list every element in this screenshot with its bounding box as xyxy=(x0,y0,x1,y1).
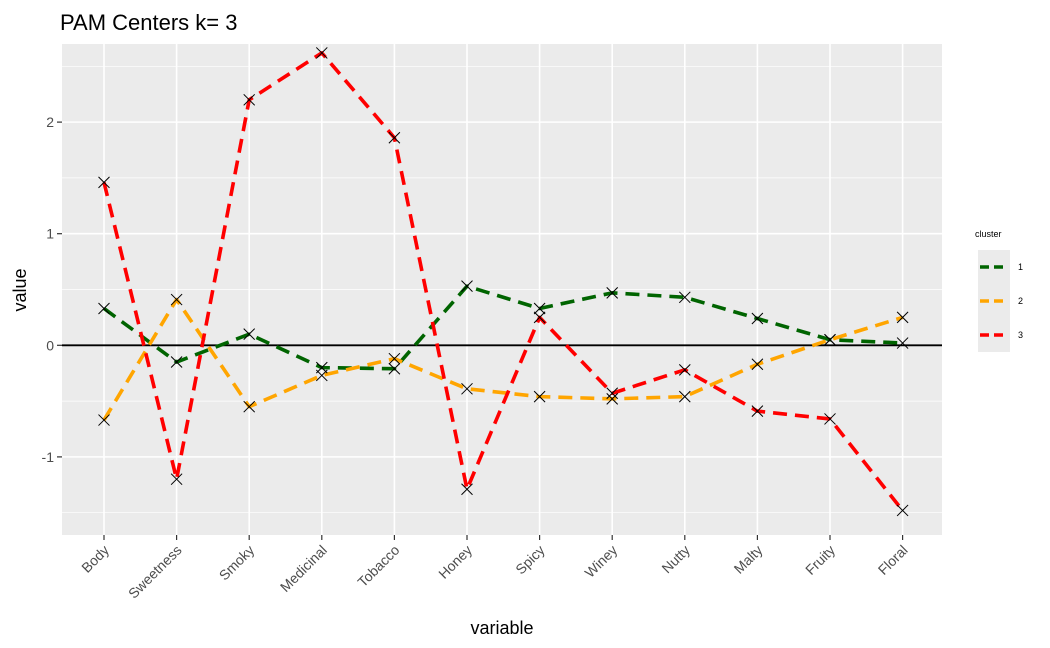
point-cluster-3-floral xyxy=(896,504,909,517)
point-cluster-1-body xyxy=(98,302,110,315)
legend-label-3: 3 xyxy=(1018,330,1023,340)
y-tick-label: -1 xyxy=(42,449,55,465)
x-tick-label: Tobacco xyxy=(354,542,402,590)
point-cluster-2-sweetness xyxy=(170,293,183,306)
point-cluster-2-spicy xyxy=(533,390,546,403)
point-cluster-1-winey xyxy=(606,286,619,299)
minor-grid xyxy=(62,65,942,514)
series-points xyxy=(98,47,909,517)
series-line-3 xyxy=(102,51,905,512)
y-tick-label: 0 xyxy=(46,337,54,353)
x-axis-title: variable xyxy=(470,618,533,638)
point-cluster-2-medicinal xyxy=(315,369,328,382)
x-tick-label: Nutty xyxy=(658,542,692,576)
point-cluster-2-nutty xyxy=(678,390,691,403)
legend-title: cluster xyxy=(975,229,1002,239)
point-cluster-2-body xyxy=(98,414,110,426)
legend-items: 1 2 3 xyxy=(978,250,1023,352)
y-axis: -1 0 1 2 xyxy=(42,114,62,465)
series-line-2 xyxy=(102,297,904,421)
point-cluster-1-nutty xyxy=(678,291,691,304)
x-tick-label: Smoky xyxy=(216,542,258,584)
point-cluster-3-tobacco xyxy=(388,131,401,144)
x-tick-label: Floral xyxy=(875,542,911,578)
x-tick-label: Malty xyxy=(731,542,766,577)
legend-label-1: 1 xyxy=(1018,262,1023,272)
point-cluster-3-spicy xyxy=(533,311,546,324)
point-cluster-3-malty xyxy=(751,405,764,417)
point-cluster-2-floral xyxy=(896,311,909,324)
point-cluster-1-malty xyxy=(751,312,764,325)
point-cluster-3-medicinal xyxy=(315,47,328,59)
x-tick-label: Honey xyxy=(435,542,475,582)
x-tick-label: Winey xyxy=(581,542,620,581)
point-cluster-2-honey xyxy=(461,382,473,395)
y-tick-label: 1 xyxy=(46,226,54,242)
chart-title: PAM Centers k= 3 xyxy=(60,10,238,35)
point-cluster-3-fruity xyxy=(824,413,836,425)
point-cluster-2-tobacco xyxy=(388,352,401,365)
point-cluster-1-floral xyxy=(896,337,909,349)
point-cluster-1-smoky xyxy=(243,328,256,340)
x-axis: Body Sweetness Smoky Medicinal Tobacco Honey S… xyxy=(78,535,911,602)
x-tick-label: Body xyxy=(78,542,112,576)
point-cluster-2-malty xyxy=(751,358,764,371)
legend-label-2: 2 xyxy=(1018,296,1023,306)
x-tick-label: Medicinal xyxy=(277,542,330,595)
x-tick-label: Sweetness xyxy=(125,542,185,602)
point-cluster-1-honey xyxy=(461,280,473,293)
point-cluster-2-winey xyxy=(606,393,619,405)
major-grid xyxy=(62,44,942,535)
point-cluster-3-nutty xyxy=(678,363,691,376)
series-lines xyxy=(102,51,905,512)
x-tick-label: Fruity xyxy=(802,542,838,578)
point-cluster-3-body xyxy=(98,176,110,189)
point-cluster-3-sweetness xyxy=(170,473,183,486)
y-tick-label: 2 xyxy=(46,114,54,130)
point-cluster-1-tobacco xyxy=(388,362,401,375)
point-cluster-1-sweetness xyxy=(170,356,183,368)
legend: cluster 1 2 3 xyxy=(975,229,1023,352)
x-tick-label: Spicy xyxy=(512,542,548,578)
y-axis-title: value xyxy=(10,268,30,311)
point-cluster-1-spicy xyxy=(533,302,546,315)
point-cluster-3-winey xyxy=(606,387,619,400)
point-cluster-3-smoky xyxy=(243,93,256,106)
point-cluster-3-honey xyxy=(461,483,473,496)
point-cluster-2-smoky xyxy=(243,400,256,413)
series-line-1 xyxy=(102,284,903,371)
point-cluster-2-fruity xyxy=(824,333,836,346)
